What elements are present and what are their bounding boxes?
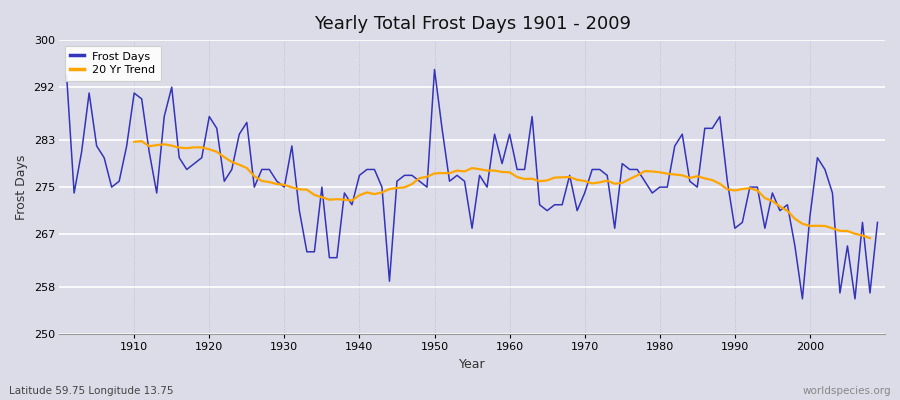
20 Yr Trend	[526, 176, 537, 181]
Title: Yearly Total Frost Days 1901 - 2009: Yearly Total Frost Days 1901 - 2009	[313, 15, 631, 33]
Frost Days	[872, 220, 883, 225]
Line: 20 Yr Trend: 20 Yr Trend	[134, 141, 870, 238]
20 Yr Trend	[331, 197, 342, 202]
Y-axis label: Frost Days: Frost Days	[15, 154, 28, 220]
Text: Latitude 59.75 Longitude 13.75: Latitude 59.75 Longitude 13.75	[9, 386, 174, 396]
20 Yr Trend	[136, 139, 147, 144]
Frost Days	[504, 132, 515, 136]
Frost Days	[286, 144, 297, 148]
Text: worldspecies.org: worldspecies.org	[803, 386, 891, 396]
20 Yr Trend	[504, 170, 515, 175]
20 Yr Trend	[309, 192, 320, 197]
20 Yr Trend	[865, 236, 876, 240]
X-axis label: Year: Year	[459, 358, 485, 371]
Frost Days	[61, 73, 72, 78]
Frost Days	[331, 255, 342, 260]
Line: Frost Days: Frost Days	[67, 70, 878, 299]
20 Yr Trend	[129, 140, 140, 144]
Frost Days	[429, 67, 440, 72]
Frost Days	[512, 167, 523, 172]
20 Yr Trend	[362, 190, 373, 195]
20 Yr Trend	[715, 181, 725, 186]
Frost Days	[602, 173, 613, 178]
Frost Days	[797, 296, 808, 301]
Legend: Frost Days, 20 Yr Trend: Frost Days, 20 Yr Trend	[65, 46, 161, 81]
Frost Days	[122, 144, 132, 148]
